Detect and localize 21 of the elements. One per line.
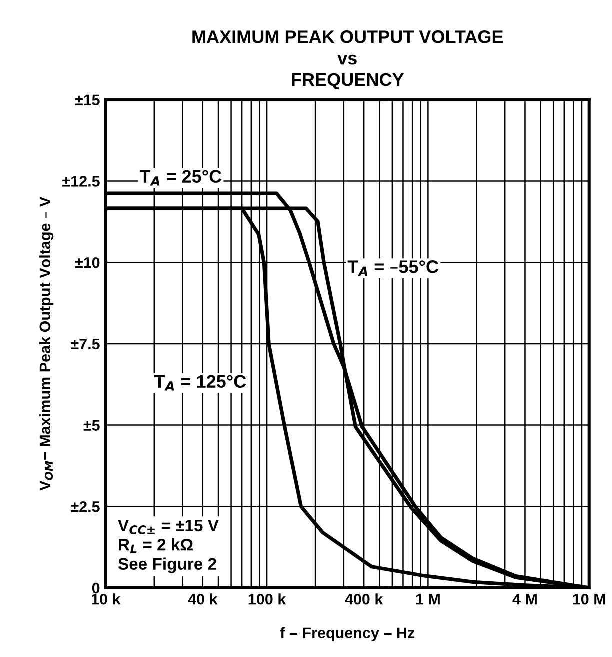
chart-title: MAXIMUM PEAK OUTPUT VOLTAGE vs FREQUENCY [192, 30, 504, 90]
y-tick-label: 0 [92, 582, 100, 594]
text: V$_{CC±}$ = ±15 V R$_{L}$ = 2 kΩ See Figure 2 [118, 520, 219, 574]
y-tick-label: ±7.5 [71, 338, 100, 350]
x-axis-title: f – Frequency – Hz [280, 627, 415, 642]
series-label: T$_{A}$ = 25°C [140, 170, 222, 186]
series-label: T$_{A}$ = –55°C [348, 260, 439, 276]
x-tick-label: 1 M [416, 594, 440, 605]
y-tick-label: ±5 [84, 420, 100, 431]
y-tick-label: ±15 [75, 94, 100, 106]
y-tick-label: ±2.5 [71, 502, 100, 512]
x-tick-label: 10 k [92, 594, 121, 605]
y-tick-label: ±10 [75, 257, 100, 268]
x-tick-label: 4 M [512, 594, 537, 605]
series-label: T$_{A}$ = 125°C [154, 375, 246, 391]
x-tick-label: 100 k [248, 594, 286, 605]
x-tick-label: 40 k [188, 594, 218, 605]
x-tick-label: 10 M [573, 594, 606, 605]
y-axis-title: V$_{OM}$− Maximum Peak Output Voltage – V [39, 197, 54, 491]
y-tick-label: ±12.5 [62, 176, 100, 187]
x-tick-label: 400 k [345, 594, 384, 605]
